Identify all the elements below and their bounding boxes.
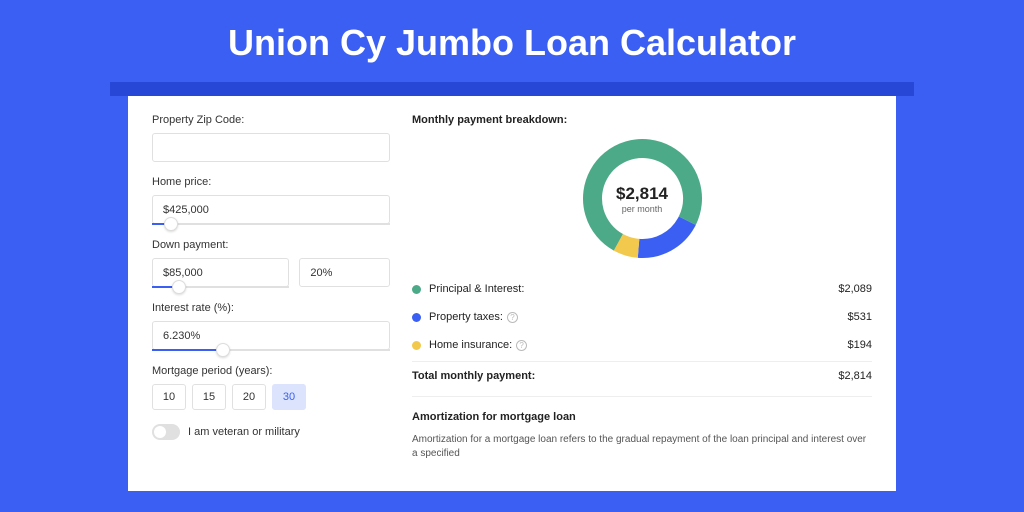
- donut-center: $2,814 per month: [616, 184, 668, 214]
- amortization-section: Amortization for mortgage loan Amortizat…: [412, 396, 872, 461]
- donut-amount: $2,814: [616, 184, 668, 204]
- breakdown-label: Property taxes:?: [429, 311, 848, 323]
- down-payment-pct-input[interactable]: [299, 258, 390, 287]
- total-row: Total monthly payment: $2,814: [412, 361, 872, 396]
- input-panel: Property Zip Code: Home price: Down paym…: [152, 114, 390, 491]
- breakdown-title: Monthly payment breakdown:: [412, 114, 872, 126]
- veteran-label: I am veteran or military: [188, 426, 300, 438]
- slider-thumb[interactable]: [172, 280, 186, 294]
- home-price-label: Home price:: [152, 176, 390, 188]
- slider-thumb[interactable]: [164, 217, 178, 231]
- period-options: 10152030: [152, 384, 390, 410]
- breakdown-row: Principal & Interest:$2,089: [412, 275, 872, 303]
- home-price-slider[interactable]: [152, 223, 390, 225]
- period-group: Mortgage period (years): 10152030: [152, 365, 390, 410]
- breakdown-value: $194: [848, 339, 872, 351]
- interest-label: Interest rate (%):: [152, 302, 390, 314]
- page-title: Union Cy Jumbo Loan Calculator: [0, 0, 1024, 82]
- period-option-30[interactable]: 30: [272, 384, 306, 410]
- breakdown-value: $2,089: [838, 283, 872, 295]
- toggle-knob: [154, 426, 166, 438]
- total-value: $2,814: [838, 370, 872, 382]
- period-label: Mortgage period (years):: [152, 365, 390, 377]
- legend-dot: [412, 285, 421, 294]
- period-option-10[interactable]: 10: [152, 384, 186, 410]
- help-icon[interactable]: ?: [507, 312, 518, 323]
- interest-input[interactable]: [152, 321, 390, 350]
- slider-thumb[interactable]: [216, 343, 230, 357]
- home-price-group: Home price:: [152, 176, 390, 225]
- donut-wrap: $2,814 per month: [412, 136, 872, 261]
- down-payment-slider[interactable]: [152, 286, 289, 288]
- breakdown-value: $531: [848, 311, 872, 323]
- amortization-text: Amortization for a mortgage loan refers …: [412, 433, 872, 461]
- period-option-20[interactable]: 20: [232, 384, 266, 410]
- donut-chart: $2,814 per month: [580, 136, 705, 261]
- zip-label: Property Zip Code:: [152, 114, 390, 126]
- header-border: [110, 82, 914, 96]
- zip-group: Property Zip Code:: [152, 114, 390, 162]
- interest-slider[interactable]: [152, 349, 390, 351]
- breakdown-label: Principal & Interest:: [429, 283, 838, 295]
- total-label: Total monthly payment:: [412, 370, 838, 382]
- down-payment-group: Down payment:: [152, 239, 390, 288]
- interest-group: Interest rate (%):: [152, 302, 390, 351]
- help-icon[interactable]: ?: [516, 340, 527, 351]
- breakdown-row: Property taxes:?$531: [412, 303, 872, 331]
- home-price-input[interactable]: [152, 195, 390, 224]
- legend-dot: [412, 313, 421, 322]
- zip-input[interactable]: [152, 133, 390, 162]
- breakdown-panel: Monthly payment breakdown: $2,814 per mo…: [412, 114, 872, 491]
- amortization-title: Amortization for mortgage loan: [412, 411, 872, 423]
- calculator-card: Property Zip Code: Home price: Down paym…: [128, 96, 896, 491]
- veteran-toggle[interactable]: [152, 424, 180, 440]
- legend-dot: [412, 341, 421, 350]
- breakdown-label: Home insurance:?: [429, 339, 848, 351]
- veteran-row: I am veteran or military: [152, 424, 390, 440]
- donut-sub: per month: [616, 204, 668, 214]
- period-option-15[interactable]: 15: [192, 384, 226, 410]
- breakdown-row: Home insurance:?$194: [412, 331, 872, 359]
- down-payment-label: Down payment:: [152, 239, 390, 251]
